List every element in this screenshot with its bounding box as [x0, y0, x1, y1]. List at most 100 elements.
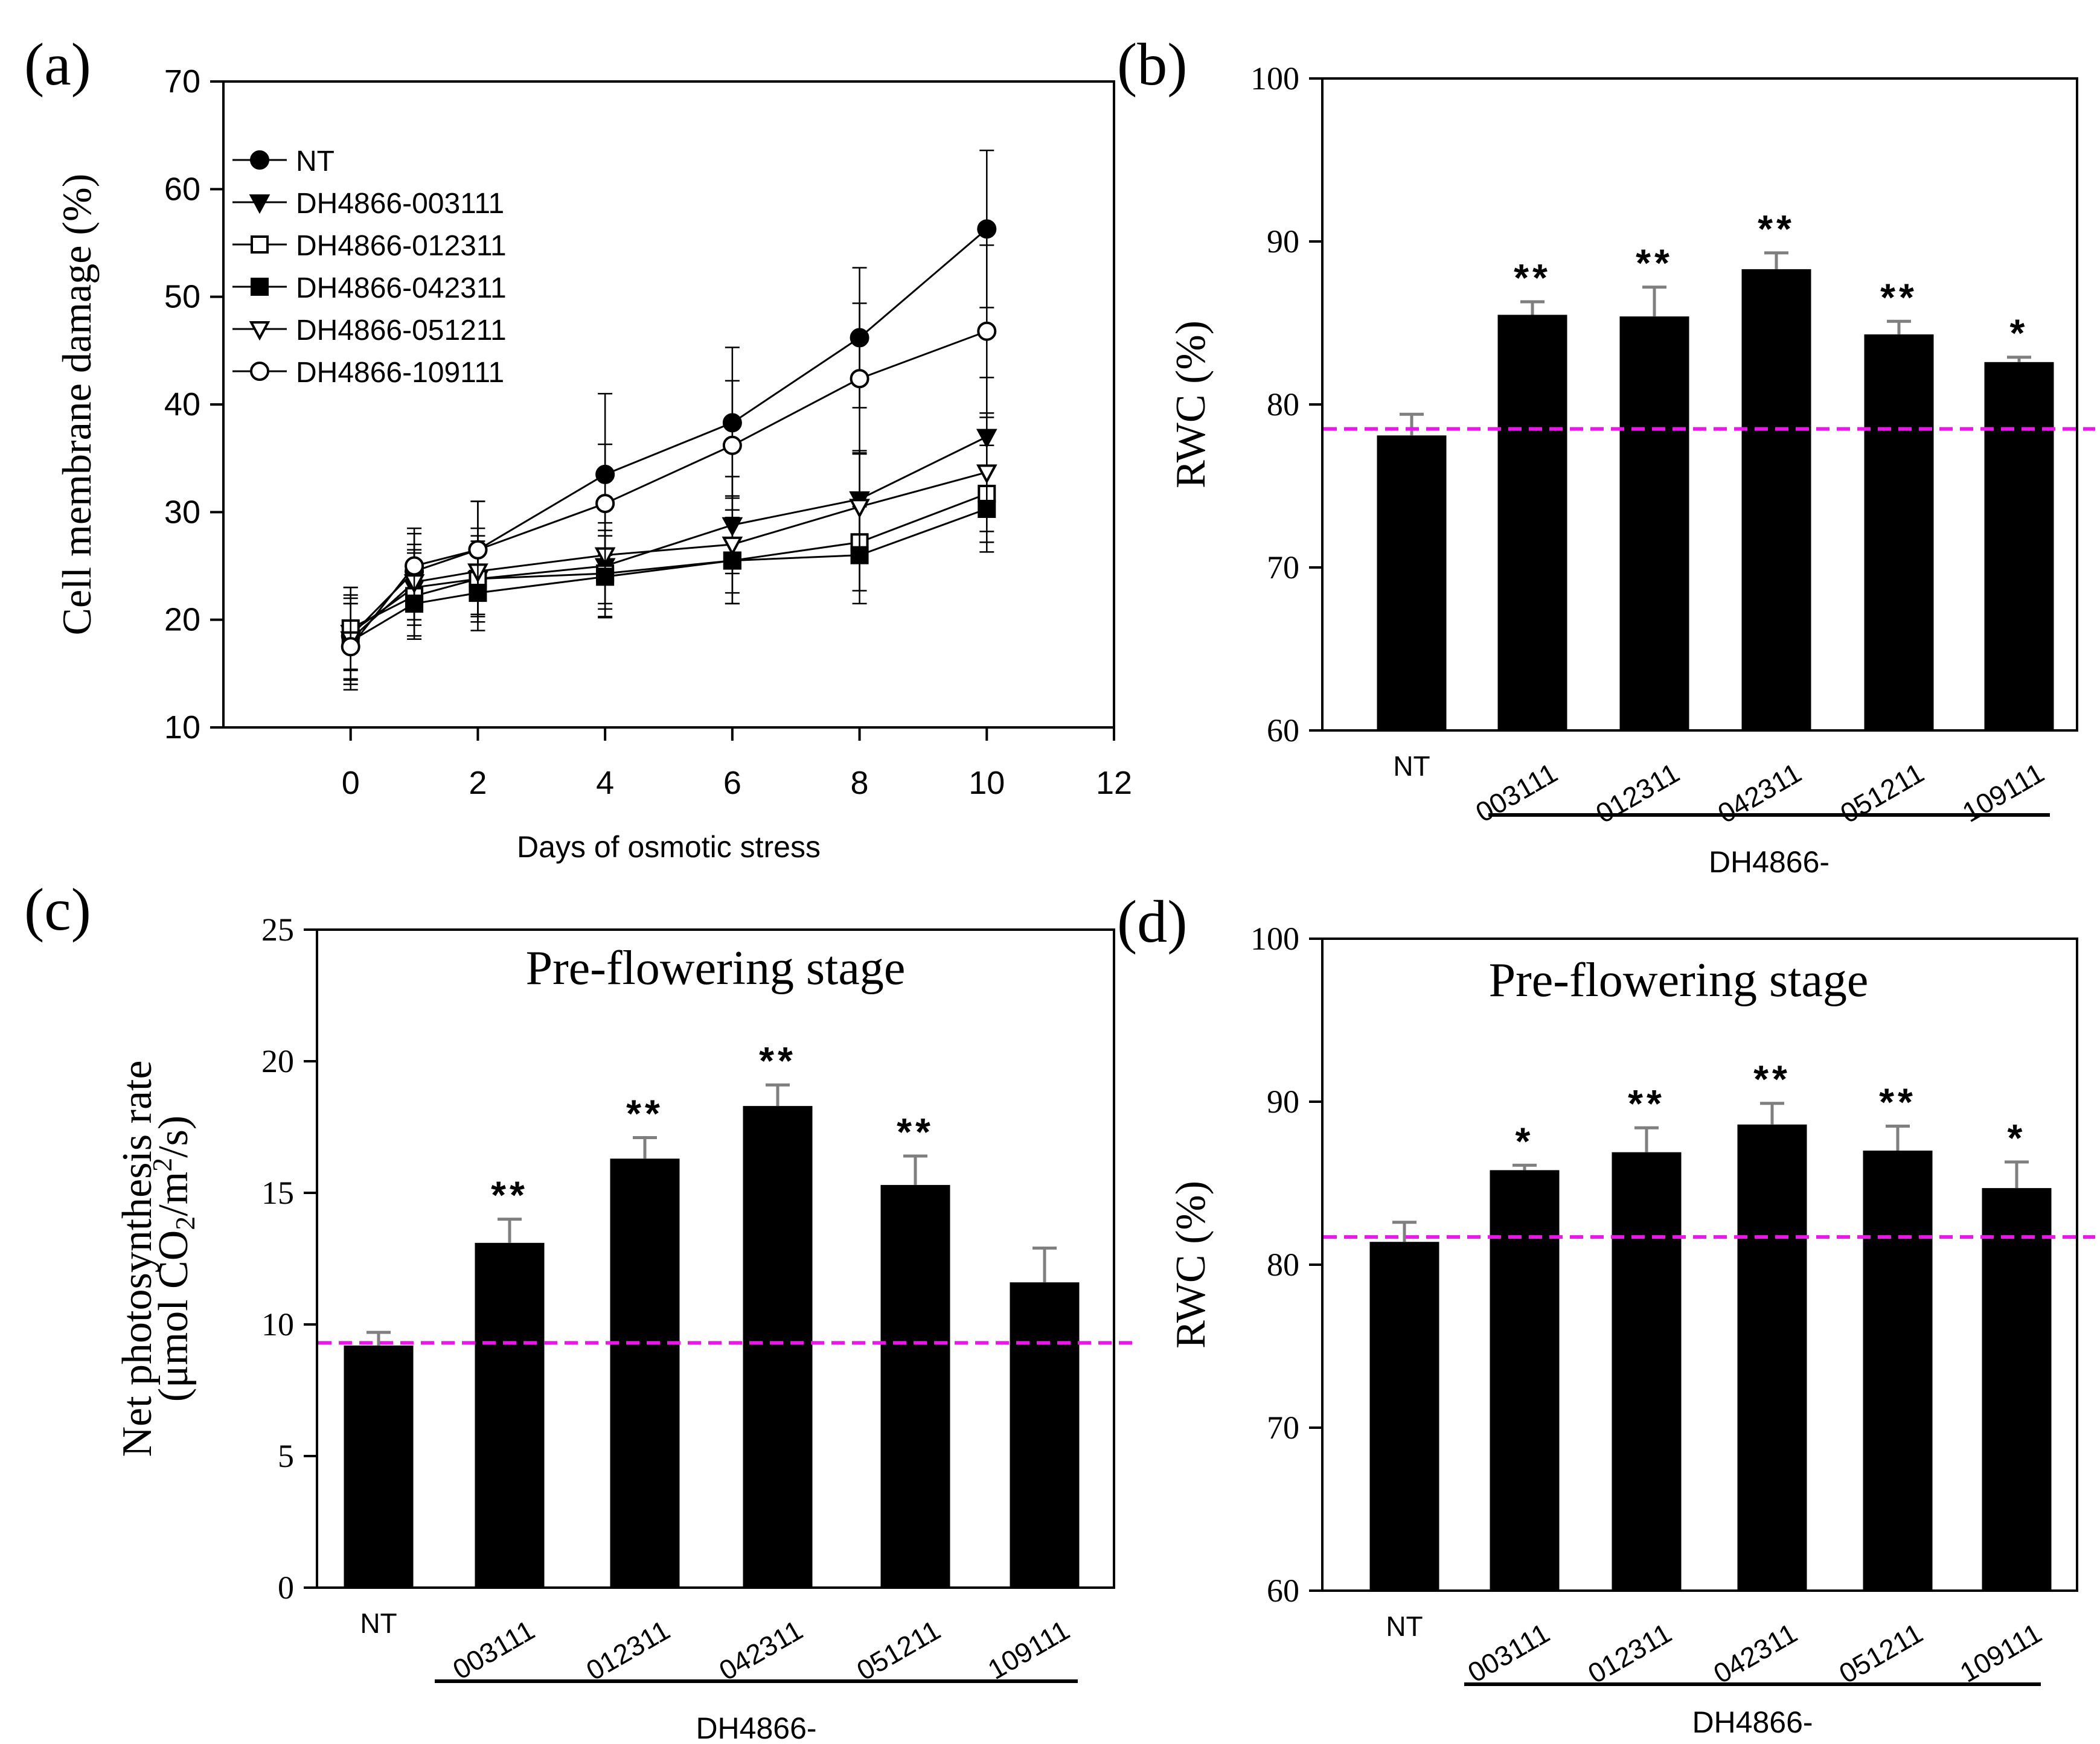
significance-mark: **	[491, 1174, 528, 1217]
plot-frame	[222, 80, 1115, 729]
significance-mark: **	[1758, 207, 1795, 251]
y-axis-label-line2: (μmol CO2/m2/s)	[147, 1116, 200, 1402]
x-tick-label: 0	[342, 765, 360, 801]
y-tick-label: 0	[278, 1570, 294, 1606]
legend-entry: DH4866-042311	[232, 272, 507, 304]
x-tick-label: 012311	[1590, 757, 1685, 829]
bar-109111	[1010, 1282, 1080, 1588]
legend-entry: DH4866-051211	[232, 315, 507, 347]
bar-nt	[1369, 1242, 1439, 1591]
panel-label: (b)	[1117, 31, 1188, 98]
y-axis-label-part: 2	[147, 1158, 178, 1172]
significance-mark: *	[1516, 1119, 1534, 1163]
significance-mark: *	[2008, 1116, 2026, 1160]
series-dh4866-003111	[340, 377, 997, 671]
legend-marker	[251, 235, 269, 254]
x-tick-label: 2	[469, 765, 487, 801]
x-tick-label: 012311	[581, 1614, 675, 1687]
x-tick-label: 109111	[1957, 757, 2049, 828]
x-tick-label: NT	[360, 1608, 397, 1639]
x-tick-label: 042311	[1712, 757, 1807, 829]
y-tick-label: 60	[164, 171, 200, 207]
data-point	[850, 369, 869, 389]
y-tick-label: 40	[164, 386, 200, 423]
y-axis-label-part: 2	[170, 1216, 200, 1230]
panel-c: (c) 0 5 10 15 20 25 NT ** 003111 ** 012311 ** 042311 *…	[24, 876, 1132, 1744]
y-axis-label-part: /m	[150, 1172, 197, 1216]
x-tick-label: NT	[1386, 1611, 1423, 1642]
legend-marker	[249, 321, 271, 341]
y-tick-label: 70	[164, 63, 200, 100]
y-tick-label: 30	[164, 494, 200, 530]
bar-nt	[344, 1345, 414, 1588]
x-tick-label: 042311	[1708, 1617, 1802, 1690]
y-axis-label: Cell membrane damage (%)	[54, 174, 100, 636]
bar-051211	[1864, 334, 1934, 730]
bar-051211	[1863, 1151, 1933, 1591]
x-tick-label: 012311	[1583, 1617, 1677, 1690]
legend-marker	[250, 150, 269, 170]
y-axis-label-line1: Net photosynthesis rate	[114, 1060, 161, 1457]
bar-042311	[1737, 1124, 1807, 1591]
y-tick-label: 15	[261, 1175, 294, 1211]
legend-marker	[251, 278, 269, 296]
plot-frame	[316, 928, 1115, 1589]
significance-mark: **	[1880, 275, 1918, 319]
legend-label: DH4866-003111	[296, 188, 504, 220]
x-tick-label: 8	[851, 765, 869, 801]
legend-label: DH4866-051211	[296, 315, 507, 347]
legend-label: NT	[296, 145, 335, 177]
y-axis-label: RWC (%)	[1168, 321, 1214, 488]
y-tick-label: 70	[1267, 1410, 1299, 1446]
y-axis-label-part: (μmol CO	[150, 1230, 197, 1402]
panel-label: (d)	[1117, 888, 1188, 955]
y-tick-label: 90	[1267, 1084, 1299, 1120]
data-point	[722, 435, 742, 455]
y-tick-label: 60	[1267, 712, 1299, 749]
significance-mark: **	[1753, 1058, 1791, 1101]
y-tick-label: 20	[164, 602, 200, 638]
chart-title: Pre-flowering stage	[1489, 954, 1869, 1007]
legend-entry: DH4866-109111	[232, 357, 504, 389]
y-tick-label: 80	[1267, 386, 1299, 423]
y-tick-label: 20	[261, 1043, 294, 1079]
data-point	[405, 556, 424, 576]
x-tick-label: 6	[723, 765, 741, 801]
data-point	[595, 494, 615, 514]
data-point	[977, 219, 997, 239]
data-point	[341, 637, 360, 657]
bar-003111	[1497, 315, 1567, 730]
bar-051211	[880, 1184, 950, 1588]
legend-marker	[249, 194, 271, 214]
series-dh4866-051211	[340, 412, 997, 681]
plot-frame	[1321, 77, 2078, 732]
x-tick-label: 4	[596, 765, 614, 801]
x-tick-label: 109111	[982, 1614, 1075, 1685]
y-tick-label: 5	[278, 1438, 294, 1474]
x-tick-label: 042311	[714, 1614, 808, 1687]
x-tick-label: 003111	[1470, 757, 1563, 828]
significance-mark: **	[1879, 1081, 1916, 1124]
plot-frame	[1321, 937, 2078, 1592]
x-tick-label: 10	[968, 765, 1005, 801]
bar-012311	[610, 1158, 680, 1588]
data-point	[977, 321, 997, 341]
y-axis-label-part: /s)	[150, 1116, 197, 1158]
y-tick-label: 70	[1267, 549, 1299, 586]
bar-012311	[1619, 316, 1689, 730]
data-point	[722, 536, 743, 557]
x-axis-label: Days of osmotic stress	[517, 830, 821, 864]
legend-entry: NT	[232, 145, 335, 177]
y-axis-label: RWC (%)	[1168, 1181, 1214, 1349]
group-label: DH4866-	[1692, 1705, 1813, 1739]
chart-title: Pre-flowering stage	[526, 942, 906, 995]
significance-mark: **	[1636, 241, 1673, 285]
group-label: DH4866-	[696, 1711, 816, 1744]
data-point	[849, 499, 870, 519]
group-label: DH4866-	[1709, 845, 1829, 879]
y-tick-label: 50	[164, 279, 200, 315]
data-point	[976, 464, 997, 484]
legend-label: DH4866-012311	[296, 230, 507, 262]
y-tick-label: 10	[164, 709, 200, 746]
